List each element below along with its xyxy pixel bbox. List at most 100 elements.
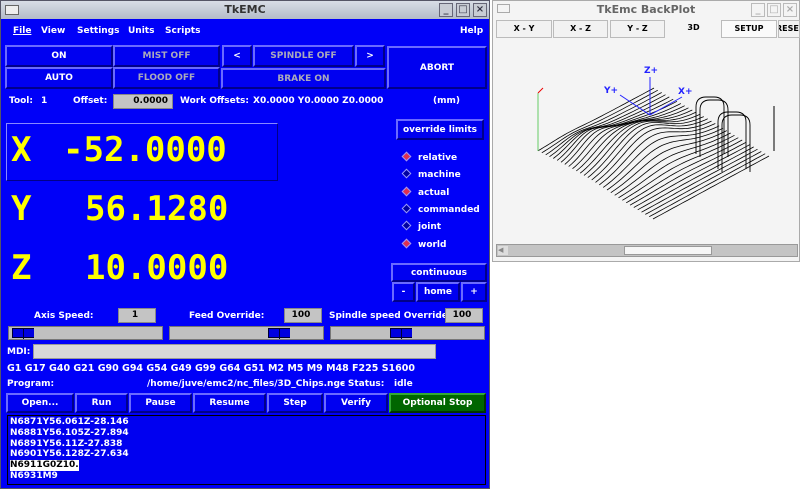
reset-button[interactable]: RESET — [778, 20, 800, 38]
auto-mode-button[interactable]: AUTO — [5, 67, 113, 89]
tab-xy[interactable]: X - Y — [496, 20, 552, 38]
close-button[interactable]: × — [783, 3, 797, 17]
coord-radio-relative[interactable]: relative — [401, 151, 458, 163]
spindle-override-value: 100 — [445, 308, 483, 323]
toolpath-arch — [717, 111, 747, 169]
toolpath-arch — [695, 96, 725, 154]
menu-file[interactable]: File — [13, 26, 32, 36]
menu-settings[interactable]: Settings — [77, 26, 120, 36]
menu-view[interactable]: View — [41, 26, 66, 36]
setup-button[interactable]: SETUP — [721, 20, 777, 38]
radio-indicator-icon — [401, 168, 412, 179]
toolpath-line — [572, 107, 689, 170]
verify-button[interactable]: Verify — [324, 393, 388, 413]
radio-label: machine — [418, 170, 461, 181]
scrollbar-thumb[interactable] — [624, 246, 713, 255]
toolpath-line — [583, 113, 701, 176]
feed-override-value: 100 — [284, 308, 322, 323]
mdi-input[interactable] — [33, 344, 436, 359]
horizontal-scrollbar[interactable]: ◀ — [496, 244, 798, 257]
dro-z-axis: Z — [11, 248, 32, 288]
abort-button[interactable]: ABORT — [387, 46, 487, 89]
coord-radio-commanded[interactable]: commanded — [401, 203, 480, 215]
home-button[interactable]: home — [416, 282, 460, 302]
program-listing[interactable]: N6871Y56.061Z-28.146 N6881Y56.105Z-27.894… — [7, 415, 486, 485]
flood-button[interactable]: FLOOD OFF — [113, 67, 220, 89]
code-line[interactable]: N6911G0Z10. — [10, 460, 79, 471]
close-button[interactable]: × — [473, 3, 487, 17]
feed-override-label: Feed Override: — [189, 311, 265, 321]
menu-scripts[interactable]: Scripts — [165, 26, 201, 36]
axis-speed-label: Axis Speed: — [34, 311, 94, 321]
spindle-override-slider[interactable] — [330, 326, 485, 340]
code-line[interactable]: N6891Y56.11Z-27.838 — [10, 438, 123, 449]
slider-thumb[interactable] — [389, 328, 412, 339]
toolpath-line — [622, 137, 739, 201]
tab-xz[interactable]: X - Z — [553, 20, 608, 38]
pause-button[interactable]: Pause — [129, 393, 192, 413]
z-axis-label: Z+ — [644, 66, 658, 76]
jog-minus-button[interactable]: - — [392, 282, 415, 302]
radio-label: commanded — [418, 204, 480, 215]
toolpath-line — [625, 139, 743, 204]
coord-radio-joint[interactable]: joint — [401, 220, 441, 232]
backplot-canvas[interactable]: Z+ Y+ X+ — [493, 39, 799, 243]
mist-button[interactable]: MIST OFF — [113, 45, 220, 67]
coord-radio-world[interactable]: world — [401, 238, 446, 250]
feed-override-slider[interactable] — [169, 326, 324, 340]
coord-radio-actual[interactable]: actual — [401, 186, 449, 198]
program-path: /home/juve/emc2/nc_files/3D_Chips.ngc — [147, 379, 346, 389]
override-limits-button[interactable]: override limits — [396, 119, 484, 140]
run-button[interactable]: Run — [75, 393, 128, 413]
jog-plus-button[interactable]: + — [461, 282, 487, 302]
dro-y-axis: Y — [11, 189, 32, 229]
maximize-button[interactable]: □ — [456, 3, 470, 17]
maximize-button[interactable]: □ — [767, 3, 781, 17]
minimize-button[interactable]: _ — [751, 3, 765, 17]
tkemc-window: TkEMC _ □ × File View Settings Units Scr… — [0, 0, 490, 489]
radio-label: relative — [418, 153, 458, 163]
dro-x-box — [6, 123, 278, 181]
code-line[interactable]: N6871Y56.061Z-28.146 — [10, 417, 129, 427]
axis-speed-slider[interactable] — [8, 326, 163, 340]
menu-units[interactable]: Units — [128, 26, 155, 36]
minimize-button[interactable]: _ — [439, 3, 453, 17]
offset-label: Offset: — [73, 96, 108, 106]
spindle-override-label: Spindle speed Override: — [329, 311, 452, 321]
toolpath-line — [641, 148, 758, 213]
work-offsets-label: Work Offsets: — [180, 96, 250, 106]
backplot-title-bar[interactable]: TkEmc BackPlot — [493, 1, 799, 18]
tab-yz[interactable]: Y - Z — [610, 20, 665, 38]
window-menu-icon[interactable] — [5, 5, 19, 15]
toolpath-line — [606, 127, 724, 191]
radio-indicator-icon — [401, 238, 412, 248]
open-button[interactable]: Open... — [6, 393, 74, 413]
spindle-increase-button[interactable]: > — [355, 45, 385, 67]
machine-on-button[interactable]: ON — [5, 45, 113, 67]
code-line[interactable]: N6881Y56.105Z-27.894 — [10, 427, 129, 438]
step-button[interactable]: Step — [267, 393, 323, 413]
title-bar[interactable]: TkEMC _ □ × — [1, 1, 489, 19]
active-gcodes: G1 G17 G40 G21 G90 G94 G54 G49 G99 G64 G… — [7, 363, 415, 374]
slider-thumb[interactable] — [11, 328, 34, 339]
spindle-button[interactable]: SPINDLE OFF — [253, 45, 354, 67]
resume-button[interactable]: Resume — [193, 393, 266, 413]
scroll-left-arrow-icon[interactable]: ◀ — [498, 246, 508, 255]
brake-button[interactable]: BRAKE ON — [221, 68, 386, 89]
backplot-window: TkEmc BackPlot _ □ × X - Y X - Z Y - Z 3… — [492, 0, 800, 262]
toolpath-line — [629, 141, 747, 206]
code-line[interactable]: N6901Y56.128Z-27.634 — [10, 449, 129, 460]
code-line[interactable]: N6931M9 — [10, 470, 58, 481]
slider-thumb[interactable] — [267, 328, 290, 339]
mdi-label: MDI: — [7, 347, 31, 357]
axis-speed-value: 1 — [118, 308, 156, 323]
toolpath-line — [537, 87, 655, 152]
coord-radio-machine[interactable]: machine — [401, 168, 461, 181]
menu-help[interactable]: Help — [460, 26, 484, 36]
window-menu-icon[interactable] — [497, 4, 510, 13]
optional-stop-button[interactable]: Optional Stop — [389, 393, 486, 413]
jog-mode-button[interactable]: continuous — [391, 263, 487, 282]
tab-3d[interactable]: 3D — [687, 23, 700, 32]
toolpath-line — [595, 120, 712, 183]
spindle-decrease-button[interactable]: < — [222, 45, 252, 67]
